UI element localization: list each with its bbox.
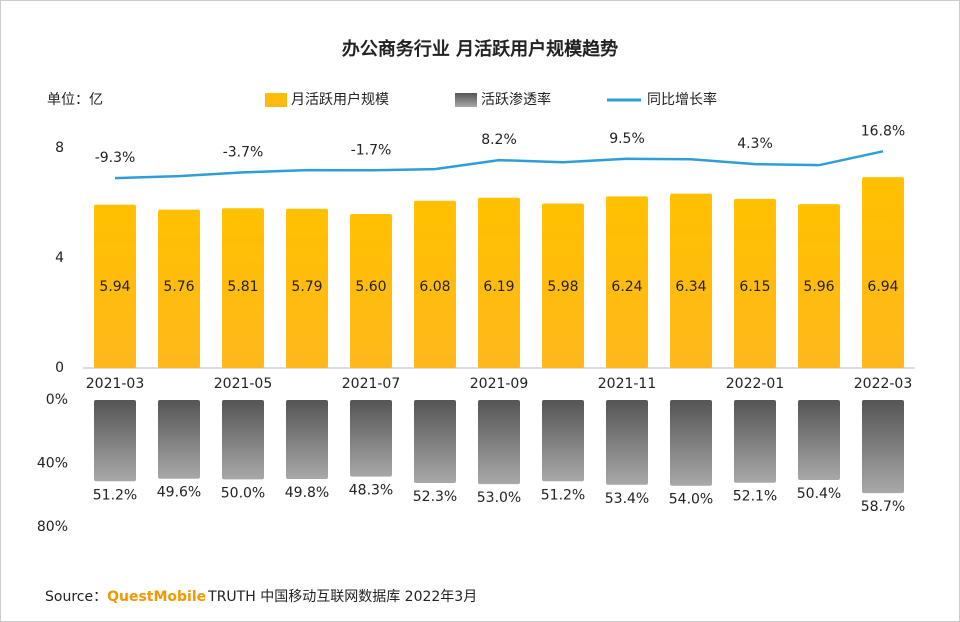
legend-label: 月活跃用户规模 bbox=[291, 91, 389, 108]
line-label: 9.5% bbox=[609, 131, 645, 147]
bar bbox=[286, 208, 328, 368]
value-label: 5.79 bbox=[291, 279, 322, 295]
value-label: 5.96 bbox=[803, 279, 834, 295]
value-label: 48.3% bbox=[349, 483, 393, 499]
x-tick-label: 2021-11 bbox=[598, 376, 657, 392]
bar bbox=[158, 209, 200, 368]
bar bbox=[862, 177, 904, 368]
line-label: 4.3% bbox=[737, 136, 773, 152]
line-label: -9.3% bbox=[95, 150, 136, 166]
bar bbox=[734, 400, 776, 483]
value-label: 6.24 bbox=[611, 279, 642, 295]
bar bbox=[158, 400, 200, 479]
x-tick-label: 2021-05 bbox=[214, 376, 273, 392]
x-tick-label: 2021-09 bbox=[470, 376, 529, 392]
unit-label: 单位：亿 bbox=[47, 92, 103, 108]
bar bbox=[542, 400, 584, 482]
bar bbox=[606, 196, 648, 368]
value-label: 6.08 bbox=[419, 279, 450, 295]
x-tick-label: 2022-01 bbox=[726, 376, 785, 392]
line-label: -3.7% bbox=[223, 144, 264, 160]
value-label: 5.81 bbox=[227, 279, 258, 295]
value-label: 6.15 bbox=[739, 279, 770, 295]
bar bbox=[222, 400, 264, 480]
value-label: 5.98 bbox=[547, 279, 578, 295]
bar bbox=[478, 197, 520, 368]
bar bbox=[478, 400, 520, 485]
value-label: 58.7% bbox=[861, 499, 905, 515]
bar bbox=[414, 200, 456, 368]
value-label: 6.94 bbox=[867, 279, 898, 295]
value-label: 6.19 bbox=[483, 279, 514, 295]
x-tick-label: 2021-07 bbox=[342, 376, 401, 392]
y-tick-label: 0 bbox=[55, 360, 64, 376]
y-tick-label: 40% bbox=[37, 456, 68, 472]
source: Source：QuestMobile TRUTH 中国移动互联网数据库 2022年… bbox=[45, 589, 477, 605]
bar bbox=[862, 400, 904, 494]
legend-label: 同比增长率 bbox=[647, 91, 717, 108]
line-label: 8.2% bbox=[481, 132, 517, 148]
value-label: 50.0% bbox=[221, 485, 265, 501]
value-label: 50.4% bbox=[797, 486, 841, 502]
legend-label: 活跃渗透率 bbox=[481, 91, 551, 108]
line bbox=[114, 150, 884, 180]
bar bbox=[670, 193, 712, 368]
line-label: 16.8% bbox=[861, 123, 905, 139]
bar bbox=[542, 203, 584, 368]
y-tick-label: 0% bbox=[46, 392, 68, 408]
bar bbox=[798, 204, 840, 368]
value-label: 52.3% bbox=[413, 489, 457, 505]
value-label: 53.0% bbox=[477, 490, 521, 506]
value-label: 5.60 bbox=[355, 279, 386, 295]
source-brand: QuestMobile bbox=[107, 589, 206, 605]
chart-title: 办公商务行业 月活跃用户规模趋势 bbox=[342, 38, 618, 60]
bar bbox=[670, 400, 712, 486]
value-label: 5.76 bbox=[163, 279, 194, 295]
value-label: 52.1% bbox=[733, 489, 777, 505]
value-label: 6.34 bbox=[675, 279, 706, 295]
value-label: 51.2% bbox=[93, 487, 137, 503]
value-label: 5.94 bbox=[99, 279, 130, 295]
source-text: TRUTH 中国移动互联网数据库 2022年3月 bbox=[207, 589, 477, 605]
source-prefix: Source： bbox=[45, 589, 107, 605]
value-label: 53.4% bbox=[605, 491, 649, 507]
legend-swatch bbox=[265, 93, 287, 107]
bar bbox=[798, 400, 840, 481]
value-label: 54.0% bbox=[669, 492, 713, 508]
bar bbox=[222, 208, 264, 368]
value-label: 49.6% bbox=[157, 485, 201, 501]
x-tick-label: 2021-03 bbox=[86, 376, 145, 392]
y-tick-label: 4 bbox=[55, 250, 64, 266]
value-label: 51.2% bbox=[541, 487, 585, 503]
bar bbox=[734, 198, 776, 368]
bar bbox=[350, 400, 392, 477]
bar bbox=[350, 214, 392, 368]
x-tick-label: 2022-03 bbox=[854, 376, 913, 392]
bar bbox=[286, 400, 328, 480]
y-tick-label: 80% bbox=[37, 519, 68, 535]
y-tick-label: 8 bbox=[55, 140, 64, 156]
bar bbox=[94, 204, 136, 368]
bar bbox=[606, 400, 648, 485]
bar bbox=[94, 400, 136, 482]
value-label: 49.8% bbox=[285, 485, 329, 501]
bar bbox=[414, 400, 456, 484]
legend-swatch bbox=[455, 93, 477, 107]
line-label: -1.7% bbox=[351, 142, 392, 158]
